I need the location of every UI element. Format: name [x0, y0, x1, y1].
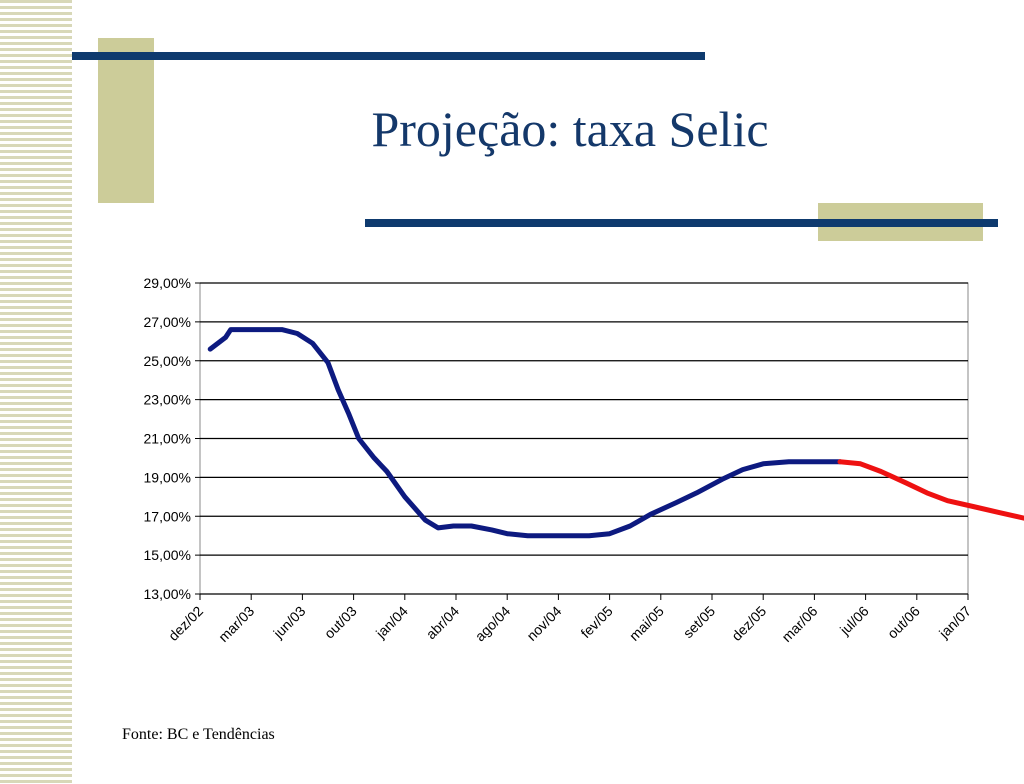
- left-stripe-band: [0, 0, 72, 784]
- y-tick-label: 27,00%: [144, 314, 191, 330]
- x-tick-label: dez/05: [728, 603, 769, 644]
- deco-bar-top: [72, 52, 705, 60]
- y-tick-label: 15,00%: [144, 547, 191, 563]
- x-tick-label: out/06: [884, 603, 923, 642]
- x-tick-label: nov/04: [523, 603, 564, 644]
- x-tick-label: dez/02: [165, 603, 206, 644]
- y-tick-label: 13,00%: [144, 586, 191, 602]
- selic-projection-line: [837, 459, 1024, 521]
- x-tick-label: mar/06: [778, 603, 820, 645]
- y-tick-label: 21,00%: [144, 431, 191, 447]
- x-tick-label: jan/07: [935, 603, 974, 642]
- slide-title: Projeção: taxa Selic: [371, 101, 769, 157]
- x-tick-label: ago/04: [472, 603, 514, 645]
- x-tick-label: set/05: [680, 603, 718, 641]
- y-tick-label: 29,00%: [144, 275, 191, 291]
- y-tick-label: 25,00%: [144, 353, 191, 369]
- x-tick-label: jul/06: [836, 603, 872, 639]
- x-tick-label: mar/03: [215, 603, 257, 645]
- deco-block-top-left: [98, 38, 154, 203]
- x-tick-label: jun/03: [270, 603, 309, 642]
- x-tick-label: mai/05: [626, 603, 667, 644]
- source-note: Fonte: BC e Tendências: [122, 726, 275, 743]
- x-tick-label: fev/05: [577, 603, 615, 641]
- y-tick-label: 23,00%: [144, 392, 191, 408]
- selic-historical-line: [207, 327, 843, 539]
- x-tick-label: abr/04: [423, 603, 463, 643]
- deco-bar-bottom: [365, 219, 998, 227]
- y-tick-label: 17,00%: [144, 508, 191, 524]
- x-tick-label: out/03: [321, 603, 360, 642]
- y-tick-label: 19,00%: [144, 469, 191, 485]
- x-tick-label: jan/04: [372, 603, 411, 642]
